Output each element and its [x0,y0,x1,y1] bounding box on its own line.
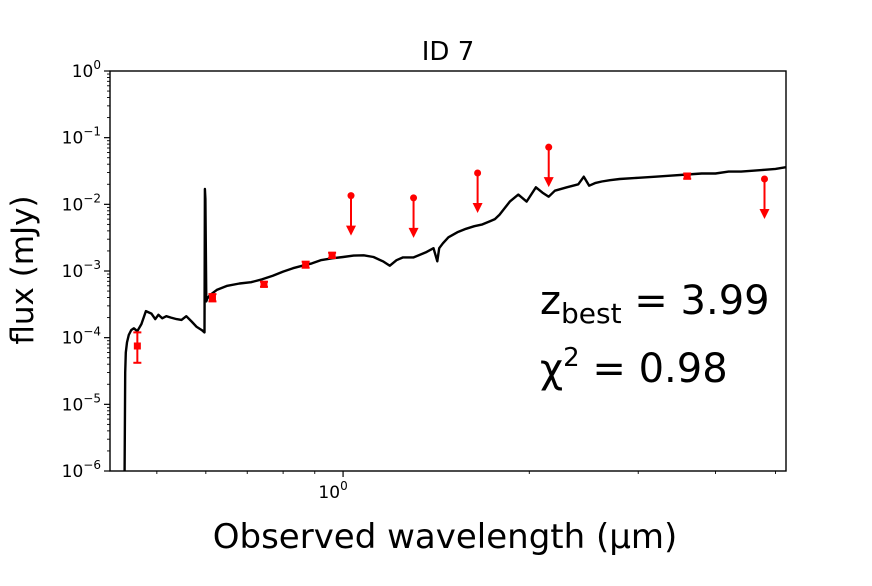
upper-limit-arrow-head [346,225,357,236]
chi-value: = 0.98 [580,346,728,392]
x-axis-label: Observed wavelength (µm) [213,517,678,557]
y-tick-label: 10−3 [62,258,101,282]
upper-limit-arrow-head [759,208,770,219]
z-symbol: z [540,278,561,324]
chart-title: ID 7 [422,37,475,67]
chi-superscript: 2 [563,343,580,373]
chi-squared-annotation: χ2 = 0.98 [540,343,728,392]
y-tick-label: 10−6 [62,458,101,482]
plot-layer [123,143,786,471]
ticks-layer: 100 10−1 10−2 10−3 10−4 10−5 10−6 100 [62,58,776,503]
upper-limit-arrow-head [408,227,419,238]
plot-area [123,143,786,471]
upper-limit-arrow-head [472,203,483,214]
x-tick-label: 100 [318,479,347,503]
z-best-annotation: zbest = 3.99 [540,278,770,330]
y-tick-label: 10−4 [62,325,101,349]
chi-symbol: χ [540,346,563,392]
sed-model-line [123,166,786,471]
detection-point [328,251,336,259]
upper-limit-arrow-head [543,177,554,188]
plot-frame [109,70,787,472]
detection-point [208,294,216,302]
z-value: = 3.99 [622,278,770,324]
y-tick-label: 100 [72,58,101,82]
y-tick-label: 10−1 [62,125,101,149]
z-subscript: best [561,297,622,330]
y-axis-label: flux (mJy) [5,195,41,344]
y-tick-label: 10−5 [62,391,101,415]
detection-point [302,261,310,269]
y-tick-label: 10−2 [62,191,101,215]
detection-point [683,172,691,180]
detection-point [133,342,141,350]
detection-point [260,280,268,288]
